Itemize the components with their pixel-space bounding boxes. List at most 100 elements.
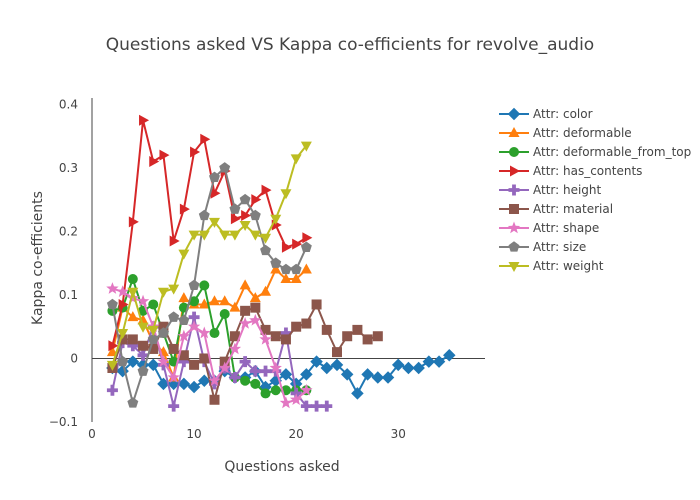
data-point-deformable-from-top — [219, 309, 230, 319]
data-point-height — [321, 400, 333, 412]
data-point-material — [178, 350, 189, 361]
data-point-weight — [219, 230, 231, 241]
legend-marker-height — [508, 184, 520, 196]
data-point-size — [229, 203, 241, 214]
data-point-material — [138, 340, 149, 351]
data-point-has-contents — [190, 146, 201, 158]
data-point-size — [157, 327, 169, 338]
data-point-deformable — [178, 292, 190, 303]
data-point-size — [168, 311, 180, 322]
y-axis-title: Kappa co-efficients — [30, 191, 46, 325]
data-point-color — [177, 377, 191, 391]
data-point-size — [260, 244, 271, 256]
data-point-color — [391, 358, 405, 372]
data-point-deformable-from-top — [148, 299, 159, 310]
legend-label-color: Attr: color — [533, 107, 593, 121]
data-point-shape — [198, 326, 211, 339]
data-point-has-contents — [118, 298, 129, 310]
data-point-height — [208, 378, 220, 390]
data-point-deformable-from-top — [240, 375, 251, 386]
data-point-size — [117, 355, 129, 367]
data-point-shape — [300, 383, 313, 396]
data-point-color — [371, 371, 385, 384]
chart-title: Questions asked VS Kappa co-efficients f… — [106, 35, 594, 55]
data-point-weight — [188, 230, 200, 241]
legend-item-has-contents: Attr: has_contents — [499, 164, 642, 178]
data-point-deformable — [229, 301, 241, 312]
data-point-weight — [157, 287, 169, 298]
legend-marker-deformable-from-top — [509, 147, 519, 157]
data-point-material — [362, 334, 373, 345]
data-point-size — [209, 171, 220, 183]
data-point-shape — [177, 329, 191, 342]
data-point-color — [340, 368, 354, 381]
legend-label-shape: Attr: shape — [533, 221, 599, 235]
data-point-deformable — [208, 295, 220, 306]
data-point-deformable — [290, 273, 302, 284]
data-point-color — [187, 380, 201, 394]
data-point-material — [291, 321, 302, 332]
data-point-height — [229, 372, 241, 384]
data-point-height — [188, 311, 200, 323]
data-point-height — [157, 359, 169, 371]
data-point-material — [301, 318, 312, 329]
data-point-color — [146, 358, 160, 372]
data-point-size — [137, 365, 149, 376]
legend-item-height: Attr: height — [499, 183, 602, 197]
data-point-size — [280, 263, 292, 275]
data-point-color — [351, 387, 364, 400]
data-point-color — [116, 364, 129, 378]
data-point-shape — [218, 361, 231, 374]
legend-marker-has-contents — [510, 165, 520, 177]
y-tick-label: 0.4 — [59, 97, 78, 111]
data-point-weight — [106, 360, 118, 371]
data-point-material — [321, 324, 332, 335]
data-point-shape — [136, 294, 150, 307]
data-point-deformable-from-top — [250, 378, 261, 389]
data-point-size — [270, 257, 282, 268]
y-tick-label: 0.3 — [59, 161, 78, 175]
legend-marker-size — [508, 241, 520, 252]
legend: Attr: color Attr: deformable Attr: deforma… — [499, 107, 691, 273]
data-point-height — [178, 356, 190, 368]
series-weight — [106, 141, 312, 371]
data-point-shape — [187, 320, 201, 332]
legend-label-deformable-from-top: Attr: deformable_from_top — [533, 145, 691, 159]
legend-item-size: Attr: size — [499, 240, 586, 254]
data-point-color — [412, 361, 425, 375]
data-point-material — [331, 347, 342, 358]
data-point-deformable-from-top — [189, 296, 200, 307]
data-point-color — [422, 355, 436, 368]
data-point-has-contents — [281, 241, 292, 253]
data-point-weight — [300, 141, 312, 152]
data-point-material — [311, 299, 322, 310]
data-point-has-contents — [230, 213, 241, 225]
series-size — [106, 162, 312, 408]
data-point-weight — [280, 189, 292, 200]
data-point-color — [402, 361, 415, 375]
data-point-color — [198, 374, 211, 387]
legend-label-size: Attr: size — [533, 240, 586, 254]
data-point-deformable — [127, 311, 139, 322]
data-point-has-contents — [149, 156, 160, 168]
y-tick-label: 0.2 — [59, 224, 78, 238]
data-point-shape — [249, 313, 262, 326]
data-point-height — [106, 384, 118, 396]
data-point-color — [279, 368, 293, 381]
data-point-height — [300, 400, 312, 412]
data-point-has-contents — [169, 235, 180, 247]
data-point-material — [168, 343, 179, 354]
legend-item-deformable: Attr: deformable — [499, 126, 632, 140]
data-point-weight — [270, 214, 282, 225]
data-point-height — [311, 400, 323, 412]
data-point-height — [280, 327, 292, 339]
data-point-deformable-from-top — [127, 274, 138, 285]
data-point-has-contents — [108, 340, 119, 352]
data-point-has-contents — [261, 184, 272, 196]
legend-item-shape: Attr: shape — [499, 221, 599, 235]
data-point-size — [198, 209, 210, 221]
data-point-height — [168, 400, 180, 412]
data-point-deformable — [137, 314, 149, 325]
data-point-material — [250, 302, 261, 313]
